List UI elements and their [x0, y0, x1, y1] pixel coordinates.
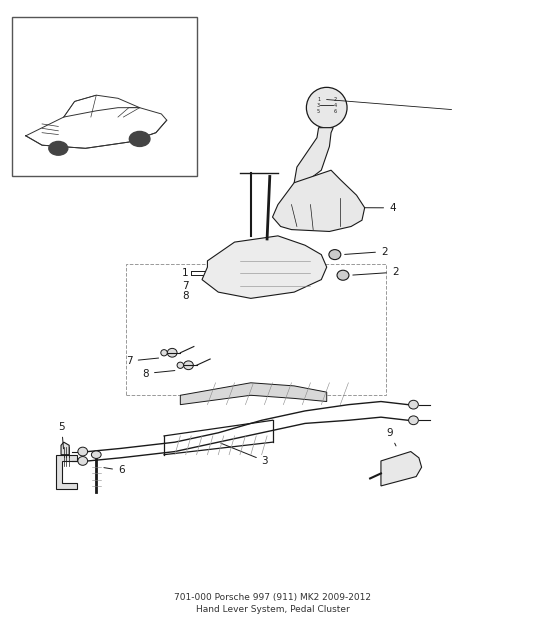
Ellipse shape: [78, 447, 88, 456]
Text: 8: 8: [182, 291, 189, 301]
Text: 2: 2: [334, 97, 336, 102]
Text: 4: 4: [365, 203, 396, 213]
Polygon shape: [61, 442, 69, 455]
Ellipse shape: [78, 457, 88, 465]
Text: 701-000 Porsche 997 (911) MK2 2009-2012
Hand Lever System, Pedal Cluster: 701-000 Porsche 997 (911) MK2 2009-2012 …: [174, 593, 371, 614]
Ellipse shape: [177, 362, 184, 369]
Ellipse shape: [337, 270, 349, 280]
Polygon shape: [381, 452, 422, 486]
Bar: [126, 264, 386, 395]
Text: 9: 9: [386, 428, 396, 446]
Ellipse shape: [306, 87, 347, 128]
Ellipse shape: [49, 141, 68, 155]
Ellipse shape: [92, 451, 101, 458]
Polygon shape: [202, 236, 326, 298]
Ellipse shape: [409, 400, 419, 409]
Polygon shape: [272, 170, 365, 232]
Bar: [12, 17, 197, 176]
Text: 2: 2: [344, 247, 387, 257]
Text: 6: 6: [334, 109, 336, 114]
Polygon shape: [294, 127, 333, 186]
Ellipse shape: [161, 350, 167, 356]
Ellipse shape: [129, 131, 150, 146]
Polygon shape: [180, 383, 326, 404]
Text: 3: 3: [317, 103, 320, 108]
Text: 1: 1: [182, 268, 189, 278]
Ellipse shape: [329, 249, 341, 259]
Ellipse shape: [167, 349, 177, 357]
Ellipse shape: [409, 416, 419, 425]
Text: 8: 8: [142, 369, 175, 379]
Text: 7: 7: [182, 281, 189, 291]
Text: 3: 3: [221, 443, 268, 466]
Text: 7: 7: [126, 356, 159, 366]
Text: 4: 4: [334, 103, 336, 108]
Text: 2: 2: [353, 268, 398, 277]
Ellipse shape: [184, 361, 193, 370]
Text: 1: 1: [317, 97, 320, 102]
Text: 5: 5: [317, 109, 320, 114]
Polygon shape: [56, 455, 77, 489]
Text: 5: 5: [58, 421, 65, 449]
Text: 6: 6: [104, 465, 125, 475]
